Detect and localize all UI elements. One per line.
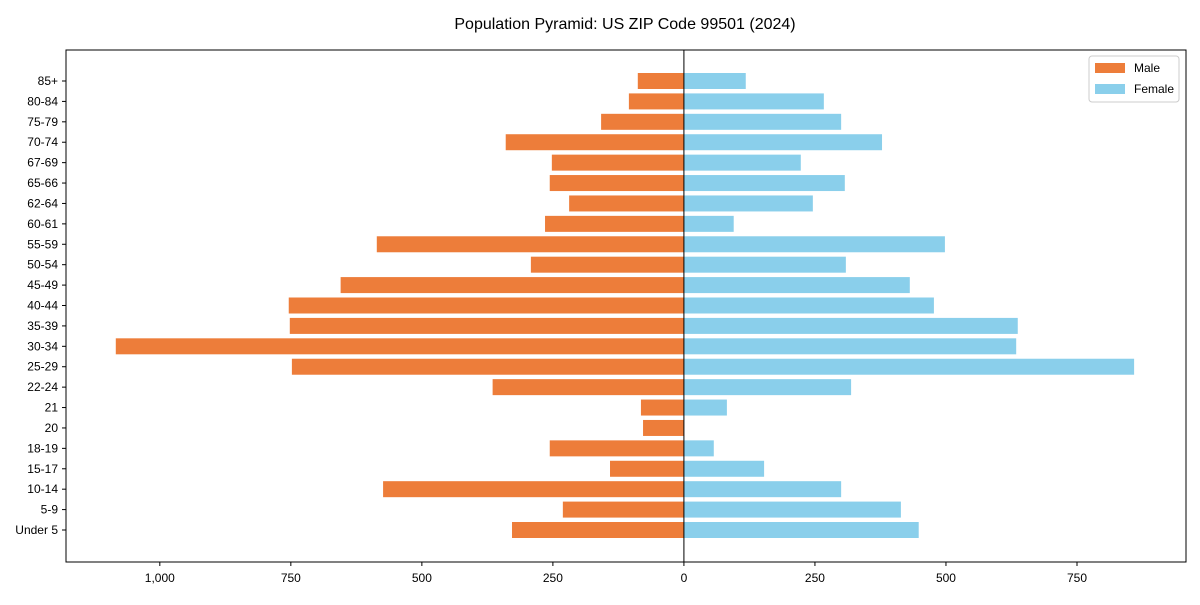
plot-frame	[65, 49, 1187, 563]
bar-male-62-64	[569, 195, 684, 212]
y-tick-label: 15-17	[27, 462, 58, 476]
legend-swatch-female	[1095, 84, 1125, 94]
y-tick-label: 75-79	[27, 115, 58, 129]
y-tick-label: 10-14	[27, 482, 58, 496]
y-tick-label: 85+	[38, 74, 58, 88]
x-tick-label: 1,000	[145, 571, 175, 585]
y-tick-label: Under 5	[15, 523, 58, 537]
bar-female-15-17	[683, 460, 765, 477]
bar-male-25-29	[291, 358, 684, 375]
y-tick-label: 55-59	[27, 237, 58, 251]
bar-male-50-54	[530, 256, 684, 273]
bar-female-65-66	[683, 175, 845, 192]
legend-label-female: Female	[1134, 82, 1174, 96]
y-tick-label: 20	[45, 421, 59, 435]
x-tick-label: 750	[1067, 571, 1087, 585]
bar-male-20	[643, 419, 684, 436]
y-tick-label: 65-66	[27, 176, 58, 190]
y-tick-label: 80-84	[27, 94, 58, 108]
bar-male-85+	[637, 73, 684, 89]
y-tick-label: 21	[45, 401, 59, 415]
bar-male-70-74	[505, 134, 684, 151]
bar-female-80-84	[683, 93, 824, 110]
bar-female-70-74	[683, 134, 883, 151]
x-tick-label: 250	[543, 571, 563, 585]
bar-male-55-59	[376, 236, 684, 253]
bar-female-85+	[683, 73, 746, 89]
bar-male-5-9	[562, 501, 684, 518]
x-tick-label: 250	[805, 571, 825, 585]
bar-female-40-44	[683, 297, 934, 314]
bar-male-65-66	[549, 175, 684, 192]
y-tick-label: 18-19	[27, 441, 58, 455]
legend-swatch-male	[1095, 63, 1125, 73]
bar-female-25-29	[683, 358, 1135, 375]
y-tick-label: 5-9	[41, 503, 59, 517]
bar-female-50-54	[683, 256, 846, 273]
bar-male-18-19	[549, 440, 684, 457]
bar-female-35-39	[683, 317, 1018, 334]
legend: Male Female	[1088, 55, 1180, 103]
y-tick-label: 70-74	[27, 135, 58, 149]
y-tick-label: 45-49	[27, 278, 58, 292]
bar-male-80-84	[628, 93, 684, 110]
bar-female-55-59	[683, 236, 945, 253]
y-tick-label: 62-64	[27, 196, 58, 210]
chart-title: Population Pyramid: US ZIP Code 99501 (2…	[454, 16, 795, 33]
bar-male-75-79	[601, 113, 684, 130]
bar-female-62-64	[683, 195, 813, 212]
bar-female-30-34	[683, 338, 1017, 355]
legend-label-male: Male	[1134, 61, 1160, 75]
bar-male-15-17	[610, 460, 684, 477]
y-tick-label: 40-44	[27, 299, 58, 313]
y-tick-label: 50-54	[27, 258, 58, 272]
bar-female-60-61	[683, 215, 734, 232]
bar-female-10-14	[683, 481, 842, 498]
bar-male-60-61	[545, 215, 684, 232]
bar-male-22-24	[492, 379, 684, 396]
bar-male-10-14	[383, 481, 684, 498]
bar-male-35-39	[289, 317, 684, 334]
bar-female-5-9	[683, 501, 901, 518]
y-tick-label: 60-61	[27, 217, 58, 231]
bar-male-21	[640, 399, 684, 416]
bar-female-Under 5	[683, 522, 919, 538]
x-tick-label: 500	[412, 571, 432, 585]
bar-female-21	[683, 399, 727, 416]
bar-male-30-34	[115, 338, 684, 355]
bar-female-67-69	[683, 154, 801, 171]
y-tick-label: 35-39	[27, 319, 58, 333]
x-tick-label: 0	[681, 571, 688, 585]
bar-male-Under 5	[512, 522, 684, 538]
y-tick-label: 67-69	[27, 156, 58, 170]
y-tick-label: 25-29	[27, 360, 58, 374]
x-tick-label: 750	[281, 571, 301, 585]
bar-female-22-24	[683, 379, 852, 396]
bar-female-45-49	[683, 277, 910, 294]
y-tick-label: 30-34	[27, 339, 58, 353]
bar-male-45-49	[340, 277, 684, 294]
y-tick-label: 22-24	[27, 380, 58, 394]
bar-female-18-19	[683, 440, 714, 457]
x-tick-label: 500	[936, 571, 956, 585]
bar-female-75-79	[683, 113, 842, 130]
bar-male-67-69	[551, 154, 684, 171]
bar-male-40-44	[288, 297, 684, 314]
